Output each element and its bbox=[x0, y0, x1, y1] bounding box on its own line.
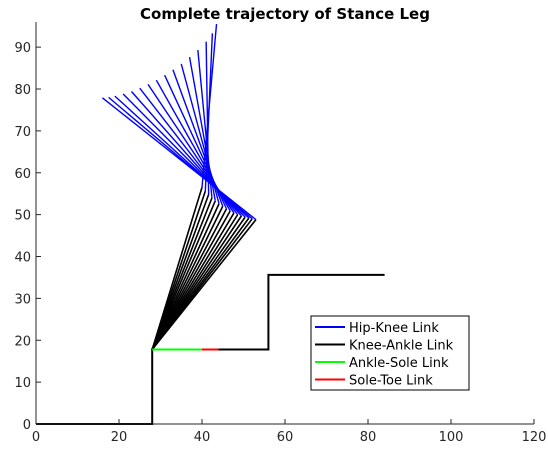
x-tick-label: 60 bbox=[277, 430, 294, 445]
legend-label: Sole-Toe Link bbox=[349, 374, 433, 389]
y-tick-label: 10 bbox=[14, 376, 31, 391]
x-tick-label: 100 bbox=[439, 430, 464, 445]
y-tick-label: 70 bbox=[14, 125, 31, 140]
hip-knee-link-14 bbox=[108, 96, 253, 220]
x-tick-label: 120 bbox=[522, 430, 547, 445]
plot-area bbox=[36, 24, 385, 425]
y-tick-label: 20 bbox=[14, 334, 31, 349]
legend-label: Knee-Ankle Link bbox=[349, 339, 454, 354]
legend: Hip-Knee Link Knee-Ankle Link Ankle-Sole L… bbox=[310, 315, 470, 391]
legend-box bbox=[310, 315, 470, 391]
y-tick-label: 30 bbox=[14, 292, 31, 307]
axes: 0 20 40 60 80 100 120 0 10 20 30 40 50 60 70 80 90 bbox=[14, 22, 546, 445]
y-tick-label: 40 bbox=[14, 251, 31, 266]
x-tick-label: 80 bbox=[360, 430, 377, 445]
y-tick-label: 90 bbox=[14, 41, 31, 56]
x-tick-label: 0 bbox=[32, 430, 40, 445]
legend-label: Hip-Knee Link bbox=[349, 321, 439, 336]
y-tick-label: 0 bbox=[23, 418, 31, 433]
chart-title: Complete trajectory of Stance Leg bbox=[140, 5, 430, 23]
x-tick-label: 40 bbox=[194, 430, 211, 445]
x-tick-label: 20 bbox=[111, 430, 128, 445]
y-tick-label: 50 bbox=[14, 209, 31, 224]
hip-knee-link-15 bbox=[101, 97, 257, 221]
y-tick-label: 80 bbox=[14, 83, 31, 98]
knee-ankle-link-15 bbox=[151, 219, 257, 350]
legend-label: Ankle-Sole Link bbox=[349, 356, 449, 371]
y-tick-label: 60 bbox=[14, 167, 31, 182]
